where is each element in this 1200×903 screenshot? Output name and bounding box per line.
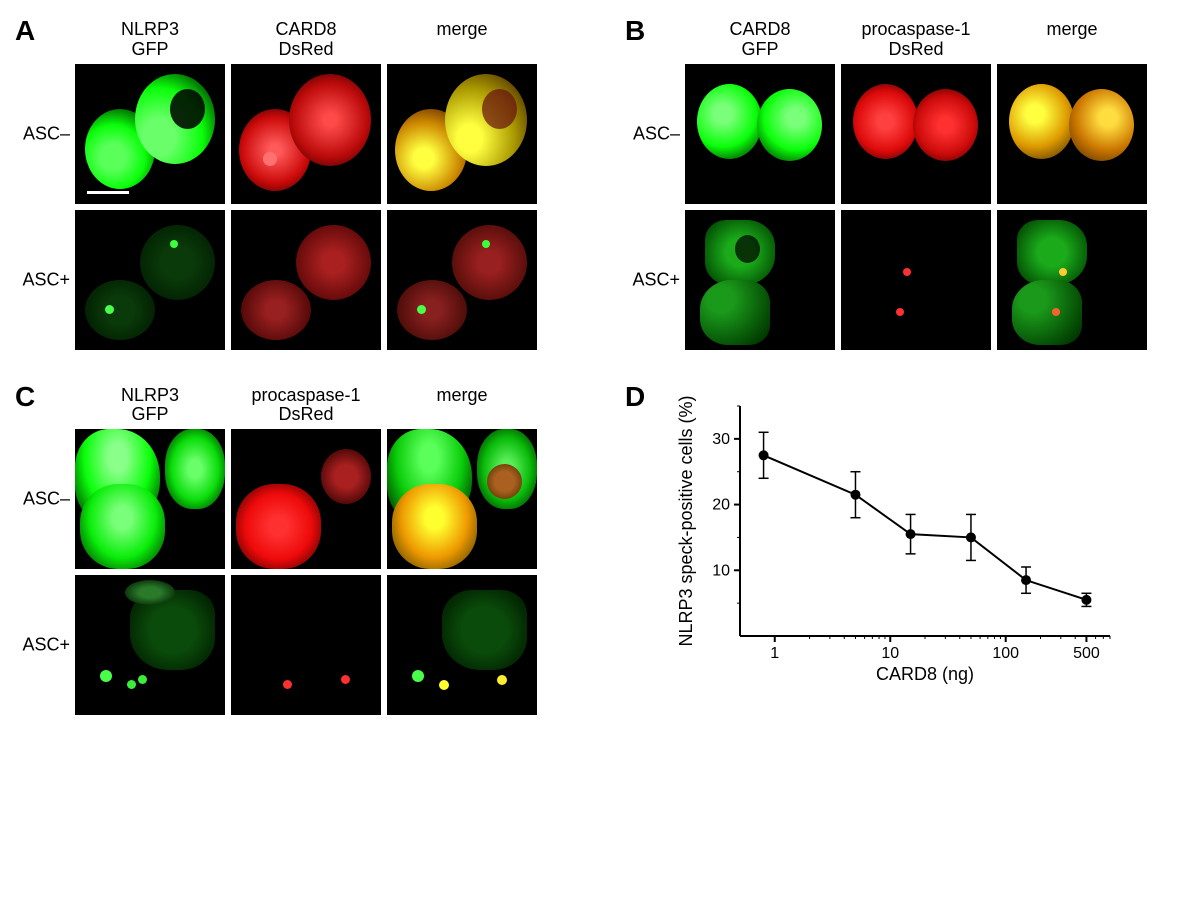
svg-text:100: 100 bbox=[992, 645, 1019, 662]
panel-c-row-ascplus: ASC+ bbox=[75, 575, 570, 715]
row-label: ASC– bbox=[20, 489, 70, 510]
micro-image-merge bbox=[387, 210, 537, 350]
col-header: merge bbox=[387, 20, 537, 60]
panel-d-label: D bbox=[625, 381, 645, 413]
svg-text:30: 30 bbox=[712, 430, 730, 447]
col-header: NLRP3 GFP bbox=[75, 386, 225, 426]
panel-c-headers: NLRP3 GFP procaspase-1 DsRed merge bbox=[75, 386, 570, 426]
svg-text:CARD8 (ng): CARD8 (ng) bbox=[876, 664, 974, 684]
col-header: merge bbox=[387, 386, 537, 426]
row-label: ASC+ bbox=[20, 635, 70, 656]
micro-image-gfp bbox=[685, 64, 835, 204]
micro-image-merge bbox=[997, 64, 1147, 204]
panel-d: D 102030110100500CARD8 (ng)NLRP3 speck-p… bbox=[630, 386, 1180, 722]
panel-b-label: B bbox=[625, 15, 645, 47]
col-header: CARD8 DsRed bbox=[231, 20, 381, 60]
micro-image-dsred bbox=[231, 429, 381, 569]
col-header: procaspase-1 DsRed bbox=[841, 20, 991, 60]
micro-image-dsred bbox=[231, 64, 381, 204]
row-label: ASC+ bbox=[630, 269, 680, 290]
micro-image-dsred bbox=[231, 575, 381, 715]
panel-a-row-ascplus: ASC+ bbox=[75, 210, 570, 350]
row-label: ASC+ bbox=[20, 269, 70, 290]
panel-b: B CARD8 GFP procaspase-1 DsRed merge ASC… bbox=[630, 20, 1180, 356]
svg-text:10: 10 bbox=[712, 562, 730, 579]
row-label: ASC– bbox=[630, 123, 680, 144]
col-header: NLRP3 GFP bbox=[75, 20, 225, 60]
col-header: merge bbox=[997, 20, 1147, 60]
micro-image-gfp bbox=[75, 429, 225, 569]
micro-image-gfp bbox=[75, 575, 225, 715]
figure: A NLRP3 GFP CARD8 DsRed merge ASC– bbox=[20, 20, 1180, 721]
micro-image-dsred bbox=[841, 210, 991, 350]
micro-image-gfp bbox=[75, 64, 225, 204]
svg-text:20: 20 bbox=[712, 496, 730, 513]
panel-b-content: CARD8 GFP procaspase-1 DsRed merge ASC– bbox=[630, 20, 1180, 356]
svg-text:1: 1 bbox=[770, 645, 779, 662]
speck-chart: 10 20 30 1 10 100 500 CARD8 (ng) NLRP3 speck-pos… bbox=[670, 396, 1180, 686]
panel-a-content: NLRP3 GFP CARD8 DsRed merge ASC– bbox=[20, 20, 570, 356]
col-header: CARD8 GFP bbox=[685, 20, 835, 60]
panel-a-label: A bbox=[15, 15, 35, 47]
panel-b-row-ascminus: ASC– bbox=[685, 64, 1180, 204]
micro-image-dsred bbox=[841, 64, 991, 204]
panel-a-row-ascminus: ASC– bbox=[75, 64, 570, 204]
micro-image-gfp bbox=[685, 210, 835, 350]
panel-c-content: NLRP3 GFP procaspase-1 DsRed merge ASC– bbox=[20, 386, 570, 722]
scalebar bbox=[87, 191, 129, 194]
panel-b-row-ascplus: ASC+ bbox=[685, 210, 1180, 350]
panel-d-chart-container: 10 20 30 1 10 100 500 CARD8 (ng) NLRP3 speck-pos… bbox=[630, 386, 1180, 686]
svg-text:NLRP3 speck-positive cells (%): NLRP3 speck-positive cells (%) bbox=[676, 396, 696, 647]
micro-image-merge bbox=[387, 575, 537, 715]
svg-text:10: 10 bbox=[881, 645, 899, 662]
chart-svg: 10 20 30 1 10 100 500 CARD8 (ng) NLRP3 speck-pos… bbox=[670, 396, 1130, 686]
micro-image-gfp bbox=[75, 210, 225, 350]
svg-text:500: 500 bbox=[1073, 645, 1100, 662]
micro-image-merge bbox=[387, 429, 537, 569]
panel-a: A NLRP3 GFP CARD8 DsRed merge ASC– bbox=[20, 20, 570, 356]
row-label: ASC– bbox=[20, 123, 70, 144]
panel-c-row-ascminus: ASC– bbox=[75, 429, 570, 569]
panel-c: C NLRP3 GFP procaspase-1 DsRed merge ASC… bbox=[20, 386, 570, 722]
panel-a-headers: NLRP3 GFP CARD8 DsRed merge bbox=[75, 20, 570, 60]
micro-image-merge bbox=[387, 64, 537, 204]
panel-b-headers: CARD8 GFP procaspase-1 DsRed merge bbox=[685, 20, 1180, 60]
micro-image-merge bbox=[997, 210, 1147, 350]
col-header: procaspase-1 DsRed bbox=[231, 386, 381, 426]
micro-image-dsred bbox=[231, 210, 381, 350]
panel-c-label: C bbox=[15, 381, 35, 413]
